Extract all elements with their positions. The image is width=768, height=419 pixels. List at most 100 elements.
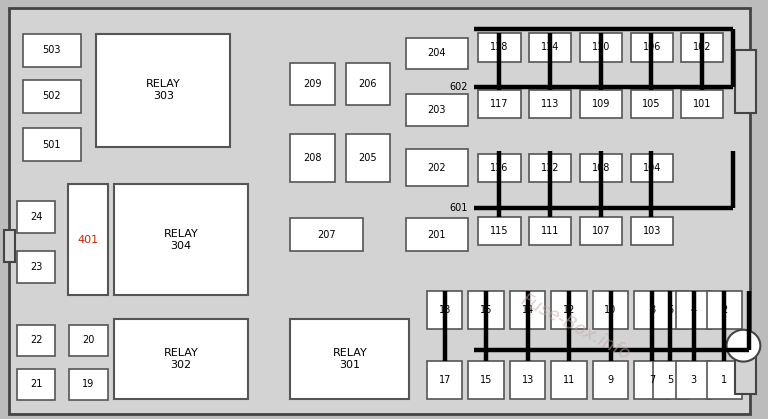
- Bar: [406, 38, 468, 69]
- Bar: [23, 80, 81, 113]
- Bar: [290, 63, 335, 105]
- Text: 16: 16: [480, 305, 492, 315]
- Text: 201: 201: [428, 230, 446, 240]
- Text: 401: 401: [77, 235, 98, 245]
- Text: 110: 110: [592, 42, 610, 52]
- Bar: [707, 361, 742, 399]
- Bar: [17, 251, 55, 283]
- Text: 13: 13: [521, 375, 534, 385]
- Bar: [4, 230, 15, 262]
- Text: 209: 209: [303, 79, 322, 89]
- Bar: [23, 34, 81, 67]
- Bar: [580, 217, 622, 245]
- Text: 20: 20: [82, 336, 94, 345]
- Text: 118: 118: [491, 42, 508, 52]
- Bar: [529, 90, 571, 118]
- Text: Fuse-Box.info: Fuse-Box.info: [518, 290, 634, 363]
- Text: 2: 2: [721, 305, 727, 315]
- Bar: [631, 33, 673, 62]
- Text: 8: 8: [649, 305, 655, 315]
- Text: 5: 5: [667, 375, 674, 385]
- Text: 23: 23: [30, 262, 42, 272]
- Text: 113: 113: [541, 99, 559, 109]
- Text: 602: 602: [449, 82, 468, 92]
- Text: 17: 17: [439, 375, 451, 385]
- Bar: [551, 361, 587, 399]
- Bar: [114, 319, 248, 399]
- Text: 6: 6: [667, 305, 674, 315]
- Text: 115: 115: [490, 226, 509, 236]
- Bar: [68, 184, 108, 295]
- Text: 1: 1: [721, 375, 727, 385]
- Text: 114: 114: [541, 42, 559, 52]
- Bar: [529, 154, 571, 182]
- Text: 108: 108: [592, 163, 610, 173]
- Bar: [468, 291, 504, 329]
- Text: 207: 207: [317, 230, 336, 240]
- Bar: [529, 33, 571, 62]
- Bar: [735, 50, 756, 113]
- Bar: [551, 291, 587, 329]
- Bar: [96, 34, 230, 147]
- Text: 24: 24: [30, 212, 42, 222]
- Bar: [478, 217, 521, 245]
- Bar: [593, 291, 628, 329]
- Bar: [676, 361, 711, 399]
- Text: 601: 601: [449, 203, 468, 213]
- Text: 117: 117: [490, 99, 509, 109]
- Bar: [114, 184, 248, 295]
- Bar: [676, 291, 711, 329]
- Text: 7: 7: [649, 375, 655, 385]
- Bar: [735, 339, 756, 394]
- Bar: [427, 291, 462, 329]
- Text: 111: 111: [541, 226, 559, 236]
- Text: 15: 15: [480, 375, 492, 385]
- Bar: [69, 369, 108, 400]
- Bar: [681, 90, 723, 118]
- Bar: [478, 90, 521, 118]
- Bar: [478, 154, 521, 182]
- Text: 21: 21: [30, 380, 42, 389]
- Text: 203: 203: [428, 105, 446, 115]
- Bar: [17, 369, 55, 400]
- Text: 10: 10: [604, 305, 617, 315]
- Bar: [653, 291, 688, 329]
- Text: 116: 116: [491, 163, 508, 173]
- Bar: [478, 33, 521, 62]
- Text: 19: 19: [82, 380, 94, 389]
- Bar: [346, 63, 390, 105]
- Text: 501: 501: [42, 140, 61, 150]
- Text: 18: 18: [439, 305, 451, 315]
- Text: 107: 107: [591, 226, 611, 236]
- Bar: [634, 361, 670, 399]
- Bar: [580, 90, 622, 118]
- Bar: [580, 33, 622, 62]
- Bar: [631, 90, 673, 118]
- Ellipse shape: [727, 330, 760, 362]
- Text: 11: 11: [563, 375, 575, 385]
- Bar: [17, 325, 55, 356]
- Text: 202: 202: [428, 163, 446, 173]
- Bar: [681, 33, 723, 62]
- Bar: [580, 154, 622, 182]
- Text: 112: 112: [541, 163, 560, 173]
- Text: 503: 503: [42, 45, 61, 55]
- Text: 9: 9: [607, 375, 614, 385]
- Bar: [17, 201, 55, 233]
- Bar: [529, 217, 571, 245]
- Text: 208: 208: [303, 153, 322, 163]
- Text: 103: 103: [643, 226, 660, 236]
- Text: 12: 12: [563, 305, 575, 315]
- Bar: [653, 361, 688, 399]
- Text: RELAY
301: RELAY 301: [333, 348, 367, 370]
- Text: 102: 102: [693, 42, 712, 52]
- Bar: [69, 325, 108, 356]
- Bar: [631, 217, 673, 245]
- Bar: [510, 291, 545, 329]
- Text: 106: 106: [643, 42, 660, 52]
- Text: 204: 204: [428, 49, 446, 58]
- Text: 14: 14: [521, 305, 534, 315]
- Text: 205: 205: [359, 153, 377, 163]
- Text: 104: 104: [643, 163, 660, 173]
- Bar: [631, 154, 673, 182]
